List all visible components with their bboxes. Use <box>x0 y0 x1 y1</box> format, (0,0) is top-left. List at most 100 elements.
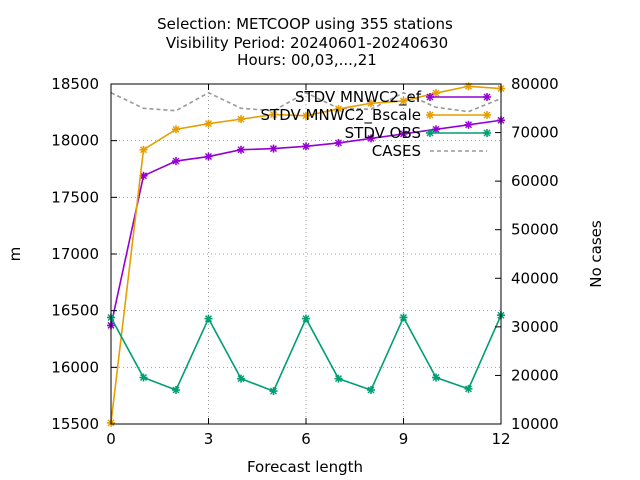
marker-d2 <box>302 142 310 150</box>
plot-area <box>107 82 505 427</box>
x-tick-label: 9 <box>399 430 409 448</box>
marker-d2 <box>205 153 212 161</box>
series-line <box>110 91 502 113</box>
marker-d2 <box>140 172 147 180</box>
y-tick-label: 18500 <box>51 75 99 93</box>
data-point <box>269 144 278 153</box>
data-point <box>237 115 245 124</box>
marker-d2 <box>237 375 245 383</box>
data-point <box>269 387 278 396</box>
y-tick-label: 17500 <box>51 188 99 206</box>
marker-d2 <box>483 111 491 119</box>
data-point <box>172 386 180 394</box>
marker-d2 <box>426 111 434 119</box>
marker-d2 <box>335 105 342 113</box>
series-cases <box>110 91 502 113</box>
marker-d2 <box>432 125 440 133</box>
data-point <box>302 111 310 120</box>
data-point <box>139 373 148 382</box>
marker-d2 <box>205 120 212 128</box>
y-tick-label: 16500 <box>51 302 99 320</box>
marker-d2 <box>426 93 434 101</box>
data-point <box>204 152 213 161</box>
marker-d2 <box>335 139 342 147</box>
series-stdv-mnwc2-bscale <box>107 82 505 427</box>
data-point <box>367 99 375 108</box>
legend-marker <box>483 129 491 137</box>
legend-marker <box>426 129 434 137</box>
marker-d2 <box>172 125 180 133</box>
y-tick-label: 15500 <box>51 415 99 433</box>
data-point <box>172 157 180 166</box>
data-point <box>269 110 278 119</box>
y2-tick-label: 50000 <box>511 221 559 239</box>
marker-d2 <box>237 146 245 154</box>
data-point <box>432 89 440 98</box>
data-point <box>302 314 310 323</box>
marker-d2 <box>483 93 491 101</box>
title-line-3: Hours: 00,03,...,21 <box>237 51 377 69</box>
legend-label: CASES <box>372 142 421 160</box>
x-tick-label: 12 <box>491 430 510 448</box>
y2-axis-label: No cases <box>587 220 605 288</box>
marker-d2 <box>302 112 310 120</box>
marker-d2 <box>205 315 212 323</box>
marker-d2 <box>367 99 375 107</box>
legend-label: STDV OBS <box>345 124 421 142</box>
series-stdv-obs <box>107 311 505 396</box>
marker-d2 <box>426 129 434 137</box>
data-point <box>237 374 245 383</box>
y2-tick-label: 60000 <box>511 172 559 190</box>
y2-tick-label: 30000 <box>511 318 559 336</box>
grid <box>111 84 501 424</box>
data-point <box>334 374 343 383</box>
legend-label: STDV MNWC2_Bscale <box>261 106 421 125</box>
marker-d2 <box>172 386 180 394</box>
axis-ticks: 15500 16000 16500 17000 17500 18000 18500 10000… <box>51 75 558 448</box>
data-point <box>302 142 310 151</box>
data-point <box>367 134 375 143</box>
legend-label: STDV MNWC2_ef <box>295 88 422 107</box>
legend-marker <box>483 111 491 119</box>
marker-d2 <box>335 375 342 383</box>
data-point <box>464 384 473 393</box>
marker-d2 <box>270 145 277 153</box>
legend-entry: CASES <box>372 142 487 160</box>
data-point <box>237 145 245 154</box>
marker-d2 <box>270 111 277 119</box>
marker-d2 <box>400 313 407 321</box>
marker-d2 <box>465 385 472 393</box>
x-tick-label: 6 <box>301 430 311 448</box>
marker-d2 <box>465 121 472 129</box>
chart-title: Selection: METCOOP using 355 stations Vi… <box>157 15 453 69</box>
marker-d2 <box>270 387 277 395</box>
legend-entry: STDV MNWC2_ef <box>295 88 491 107</box>
data-point <box>432 373 440 382</box>
y-axis-label: m <box>6 247 24 262</box>
series-line <box>110 314 502 393</box>
data-point <box>204 119 213 128</box>
y-tick-label: 17000 <box>51 245 99 263</box>
legend-entry: STDV MNWC2_Bscale <box>261 106 491 125</box>
legend-marker <box>426 111 434 119</box>
x-tick-label: 0 <box>106 430 116 448</box>
y2-tick-label: 70000 <box>511 124 559 142</box>
y2-tick-label: 20000 <box>511 366 559 384</box>
marker-d2 <box>432 89 440 97</box>
title-line-1: Selection: METCOOP using 355 stations <box>157 15 453 33</box>
marker-d2 <box>302 315 310 323</box>
x-axis-label: Forecast length <box>247 458 363 476</box>
marker-d2 <box>172 157 180 165</box>
data-point <box>334 104 343 113</box>
data-point <box>399 129 408 138</box>
marker-d2 <box>140 374 147 382</box>
marker-d2 <box>483 129 491 137</box>
marker-d2 <box>400 97 407 105</box>
marker-d2 <box>367 386 375 394</box>
series-stdv-mnwc2-ef <box>107 116 505 330</box>
data-point <box>204 314 213 323</box>
series-line <box>110 119 502 326</box>
marker-d2 <box>432 374 440 382</box>
